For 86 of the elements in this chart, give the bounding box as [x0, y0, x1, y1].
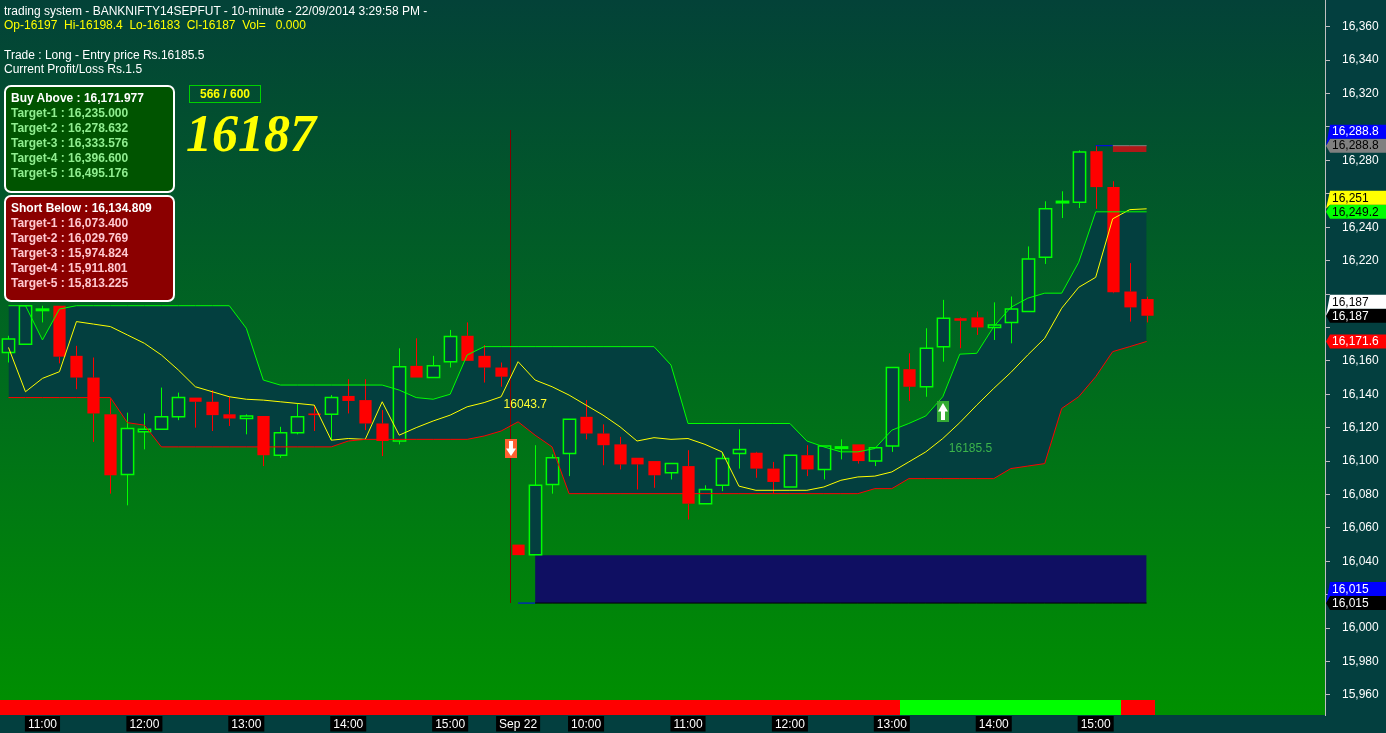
- y-tick-label: 16,000: [1342, 620, 1380, 635]
- candlestick: [801, 444, 814, 477]
- y-tick-label: 15,960: [1342, 687, 1380, 702]
- x-tick-label: 13:00: [231, 716, 262, 731]
- annotation: Target-3 : 15,974.824: [11, 246, 129, 261]
- annotation: Trade : Long - Entry price Rs.16185.5: [4, 48, 205, 62]
- candlestick: [580, 399, 593, 440]
- candlestick: [359, 378, 372, 431]
- annotation: 566 / 600: [199, 87, 251, 101]
- annotation: Target-2 : 16,278.632: [11, 121, 129, 136]
- annotation: Target-5 : 15,813.225: [11, 276, 129, 291]
- x-tick-label: 11:00: [673, 716, 703, 731]
- annotation: 16187: [186, 105, 316, 162]
- candlestick: [70, 345, 83, 390]
- text: 16,187: [1332, 294, 1370, 309]
- candlestick: [971, 311, 984, 336]
- candlestick: [648, 461, 661, 489]
- x-tick-label: Sep 22: [499, 716, 538, 731]
- annotation: Target-5 : 16,495.176: [11, 166, 129, 181]
- annotation: Target-1 : 16,073.400: [11, 216, 129, 231]
- y-tick-label: 16,140: [1342, 386, 1380, 401]
- text: 16,171.6: [1332, 334, 1380, 349]
- y-tick-label: 16,060: [1342, 520, 1380, 535]
- y-tick-label: 16,160: [1342, 353, 1380, 368]
- candlestick: [903, 352, 916, 402]
- text: 16,288.8: [1332, 124, 1380, 139]
- x-tick-label: 15:00: [1080, 716, 1112, 731]
- candlestick: [189, 397, 202, 429]
- candlestick: [308, 404, 321, 432]
- annotation: Current Profit/Loss Rs.1.5: [4, 62, 143, 76]
- x-tick-label: 13:00: [876, 716, 908, 731]
- candlestick: [257, 415, 270, 467]
- y-tick-label: 16,080: [1342, 486, 1380, 501]
- candlestick: [461, 321, 474, 361]
- candlestick: [223, 396, 236, 427]
- x-tick-label: 12:00: [129, 716, 160, 731]
- annotation: 16185.5: [948, 441, 993, 455]
- candlestick: [478, 344, 491, 384]
- annotation: Buy Above : 16,171.977: [11, 91, 144, 106]
- candlestick: [376, 409, 389, 457]
- y-tick-label: 16,220: [1342, 252, 1380, 267]
- candlestick: [1124, 262, 1137, 323]
- candlestick: [852, 444, 865, 465]
- candlestick: [410, 337, 423, 378]
- text: 16,249.2: [1332, 204, 1380, 219]
- x-tick-label: 15:00: [435, 716, 466, 731]
- text: 16,187: [1332, 308, 1370, 323]
- candlestick: [631, 457, 644, 490]
- candlestick: [495, 362, 508, 388]
- candlestick: [1107, 180, 1120, 293]
- chart-title: trading system - BANKNIFTY14SEPFUT - 10-minute - 22/09/2014 3:29:58 PM -: [4, 4, 428, 18]
- candlestick: [1090, 145, 1103, 210]
- text: 16,251: [1332, 190, 1370, 205]
- text: Op-16197 Hi-16198.4 Lo-16183 Cl-16187 Vol= 0.000: [4, 18, 306, 32]
- y-tick-label: 16,120: [1342, 419, 1380, 434]
- annotation: Target-2 : 16,029.769: [11, 231, 129, 246]
- candlestick: [87, 357, 100, 443]
- x-tick-label: 14:00: [978, 716, 1010, 731]
- candlestick: [342, 378, 355, 414]
- candlestick: [597, 423, 610, 466]
- candlestick: [206, 389, 219, 432]
- x-tick-label: 11:00: [27, 716, 58, 731]
- y-tick-label: 16,340: [1342, 52, 1380, 67]
- annotation: Target-4 : 16,396.600: [11, 151, 129, 166]
- y-tick-label: 16,320: [1342, 85, 1380, 100]
- candlestick: [750, 452, 763, 479]
- x-tick-label: 14:00: [333, 716, 364, 731]
- x-tick-label: 10:00: [571, 716, 602, 731]
- annotation: Target-1 : 16,235.000: [11, 106, 129, 121]
- annotation: Target-4 : 15,911.801: [11, 261, 128, 276]
- y-tick-label: 16,280: [1342, 152, 1380, 167]
- candlestick: [954, 318, 967, 349]
- text: 16,288.8: [1332, 138, 1380, 153]
- candlestick: [614, 436, 627, 470]
- y-tick-label: 16,100: [1342, 453, 1380, 468]
- x-tick-label: 12:00: [774, 716, 806, 731]
- annotation: Target-3 : 16,333.576: [11, 136, 129, 151]
- annotation: 16043.7: [503, 397, 547, 411]
- y-tick-label: 16,040: [1342, 553, 1380, 568]
- label-frame: 566 / 600: [189, 85, 261, 103]
- y-tick-label: 16,240: [1342, 219, 1380, 234]
- text: 16,015: [1332, 595, 1370, 610]
- y-tick-label: 15,980: [1342, 653, 1380, 668]
- text: 16,015: [1332, 581, 1370, 596]
- annotation: Short Below : 16,134.809: [11, 201, 152, 216]
- y-tick-label: 16,360: [1342, 19, 1380, 34]
